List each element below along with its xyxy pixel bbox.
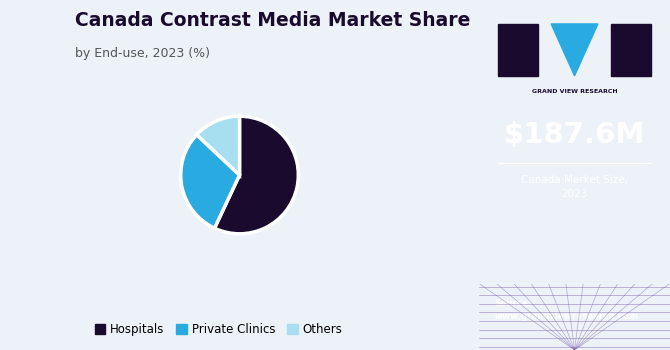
Bar <box>611 24 651 76</box>
Text: Canada Market Size,
2023: Canada Market Size, 2023 <box>521 175 628 199</box>
Text: by End-use, 2023 (%): by End-use, 2023 (%) <box>75 47 210 60</box>
Legend: Hospitals, Private Clinics, Others: Hospitals, Private Clinics, Others <box>90 318 347 341</box>
Bar <box>498 24 538 76</box>
Wedge shape <box>197 116 240 175</box>
Wedge shape <box>214 116 298 234</box>
Text: GRAND VIEW RESEARCH: GRAND VIEW RESEARCH <box>532 90 617 95</box>
Polygon shape <box>551 24 598 76</box>
Text: Source:
www.grandviewresearch.com: Source: www.grandviewresearch.com <box>494 299 639 321</box>
Text: $187.6M: $187.6M <box>504 121 645 149</box>
Wedge shape <box>181 135 240 228</box>
Text: Canada Contrast Media Market Share: Canada Contrast Media Market Share <box>75 10 470 29</box>
